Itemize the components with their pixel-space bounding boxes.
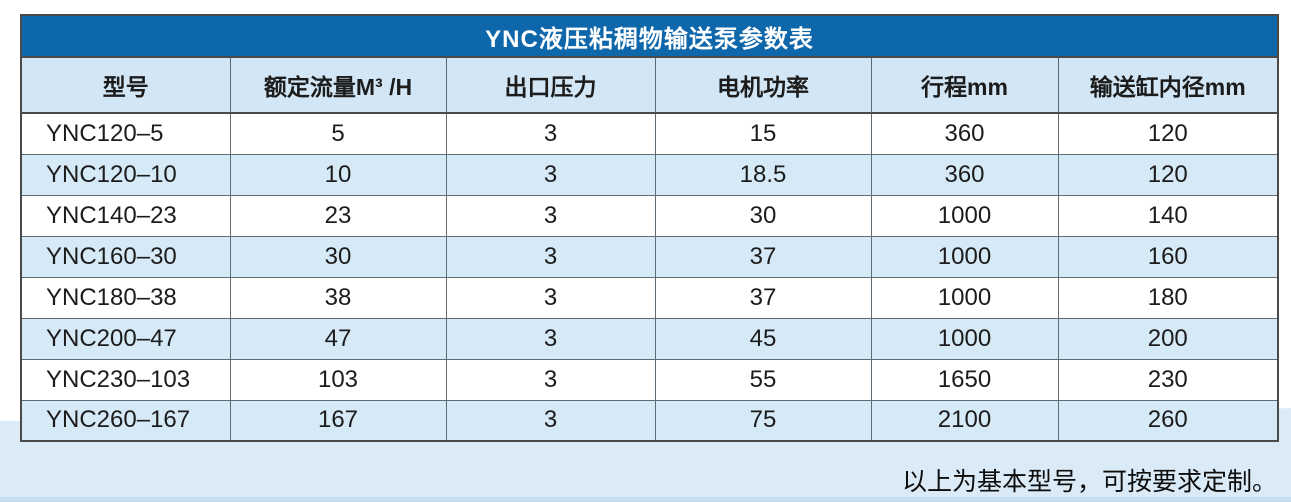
table-cell: 37 [654, 235, 872, 278]
table-body: YNC120–5 5 3 15 360 120 YNC120–10 10 3 18.5 360 120… [20, 112, 1279, 442]
table-cell: 37 [654, 276, 872, 319]
model-cell: YNC200–47 [20, 317, 231, 360]
model-cell: YNC140–23 [20, 194, 231, 237]
column-header-stroke: 行程mm [870, 56, 1059, 114]
table-cell: 230 [1057, 358, 1279, 401]
table-cell: 47 [229, 317, 447, 360]
customization-note: 以上为基本型号，可按要求定制。 [901, 468, 1277, 496]
table-row: YNC120–10 10 3 18.5 360 120 [20, 153, 1279, 196]
table-cell: 3 [445, 399, 656, 442]
column-header-motor-power: 电机功率 [654, 56, 872, 114]
table-cell: 1000 [870, 194, 1059, 237]
table-cell: 3 [445, 358, 656, 401]
table-cell: 1000 [870, 276, 1059, 319]
table-cell: 38 [229, 276, 447, 319]
table-cell: 55 [654, 358, 872, 401]
table-cell: 260 [1057, 399, 1279, 442]
table-cell: 103 [229, 358, 447, 401]
table-cell: 3 [445, 235, 656, 278]
column-header-model: 型号 [20, 56, 231, 114]
model-cell: YNC160–30 [20, 235, 231, 278]
table-cell: 200 [1057, 317, 1279, 360]
table-cell: 1000 [870, 317, 1059, 360]
table-cell: 3 [445, 276, 656, 319]
table-row: YNC200–47 47 3 45 1000 200 [20, 317, 1279, 360]
table-cell: 3 [445, 317, 656, 360]
table-cell: 140 [1057, 194, 1279, 237]
table-header-row: 型号 额定流量M³ /H 出口压力 电机功率 行程mm 输送缸内径mm [20, 56, 1279, 114]
table-title-row: YNC液压粘稠物输送泵参数表 [20, 14, 1279, 58]
table-cell: 1650 [870, 358, 1059, 401]
model-cell: YNC230–103 [20, 358, 231, 401]
table-cell: 360 [870, 112, 1059, 155]
table-cell: 75 [654, 399, 872, 442]
table-cell: 120 [1057, 153, 1279, 196]
table-cell: 360 [870, 153, 1059, 196]
table-cell: 1000 [870, 235, 1059, 278]
table-cell: 15 [654, 112, 872, 155]
table-cell: 45 [654, 317, 872, 360]
table-row: YNC230–103 103 3 55 1650 230 [20, 358, 1279, 401]
table-row: YNC180–38 38 3 37 1000 180 [20, 276, 1279, 319]
table-cell: 23 [229, 194, 447, 237]
model-cell: YNC120–10 [20, 153, 231, 196]
table-cell: 30 [654, 194, 872, 237]
table-title: YNC液压粘稠物输送泵参数表 [20, 14, 1279, 58]
table-cell: 3 [445, 153, 656, 196]
table-cell: 3 [445, 194, 656, 237]
model-cell: YNC120–5 [20, 112, 231, 155]
table-cell: 180 [1057, 276, 1279, 319]
table-cell: 160 [1057, 235, 1279, 278]
table-cell: 10 [229, 153, 447, 196]
column-header-cylinder-bore: 输送缸内径mm [1057, 56, 1279, 114]
table-cell: 167 [229, 399, 447, 442]
table-cell: 3 [445, 112, 656, 155]
column-header-outlet-pressure: 出口压力 [445, 56, 656, 114]
background-band-edge [0, 497, 1291, 502]
table-row: YNC160–30 30 3 37 1000 160 [20, 235, 1279, 278]
table-row: YNC120–5 5 3 15 360 120 [20, 112, 1279, 155]
table-cell: 5 [229, 112, 447, 155]
table-cell: 30 [229, 235, 447, 278]
table-row: YNC260–167 167 3 75 2100 260 [20, 399, 1279, 442]
table-row: YNC140–23 23 3 30 1000 140 [20, 194, 1279, 237]
table-cell: 120 [1057, 112, 1279, 155]
table-cell: 2100 [870, 399, 1059, 442]
column-header-rated-flow: 额定流量M³ /H [229, 56, 447, 114]
model-cell: YNC180–38 [20, 276, 231, 319]
parameter-table: YNC液压粘稠物输送泵参数表 型号 额定流量M³ /H 出口压力 电机功率 行程… [20, 14, 1280, 442]
model-cell: YNC260–167 [20, 399, 231, 442]
table-cell: 18.5 [654, 153, 872, 196]
